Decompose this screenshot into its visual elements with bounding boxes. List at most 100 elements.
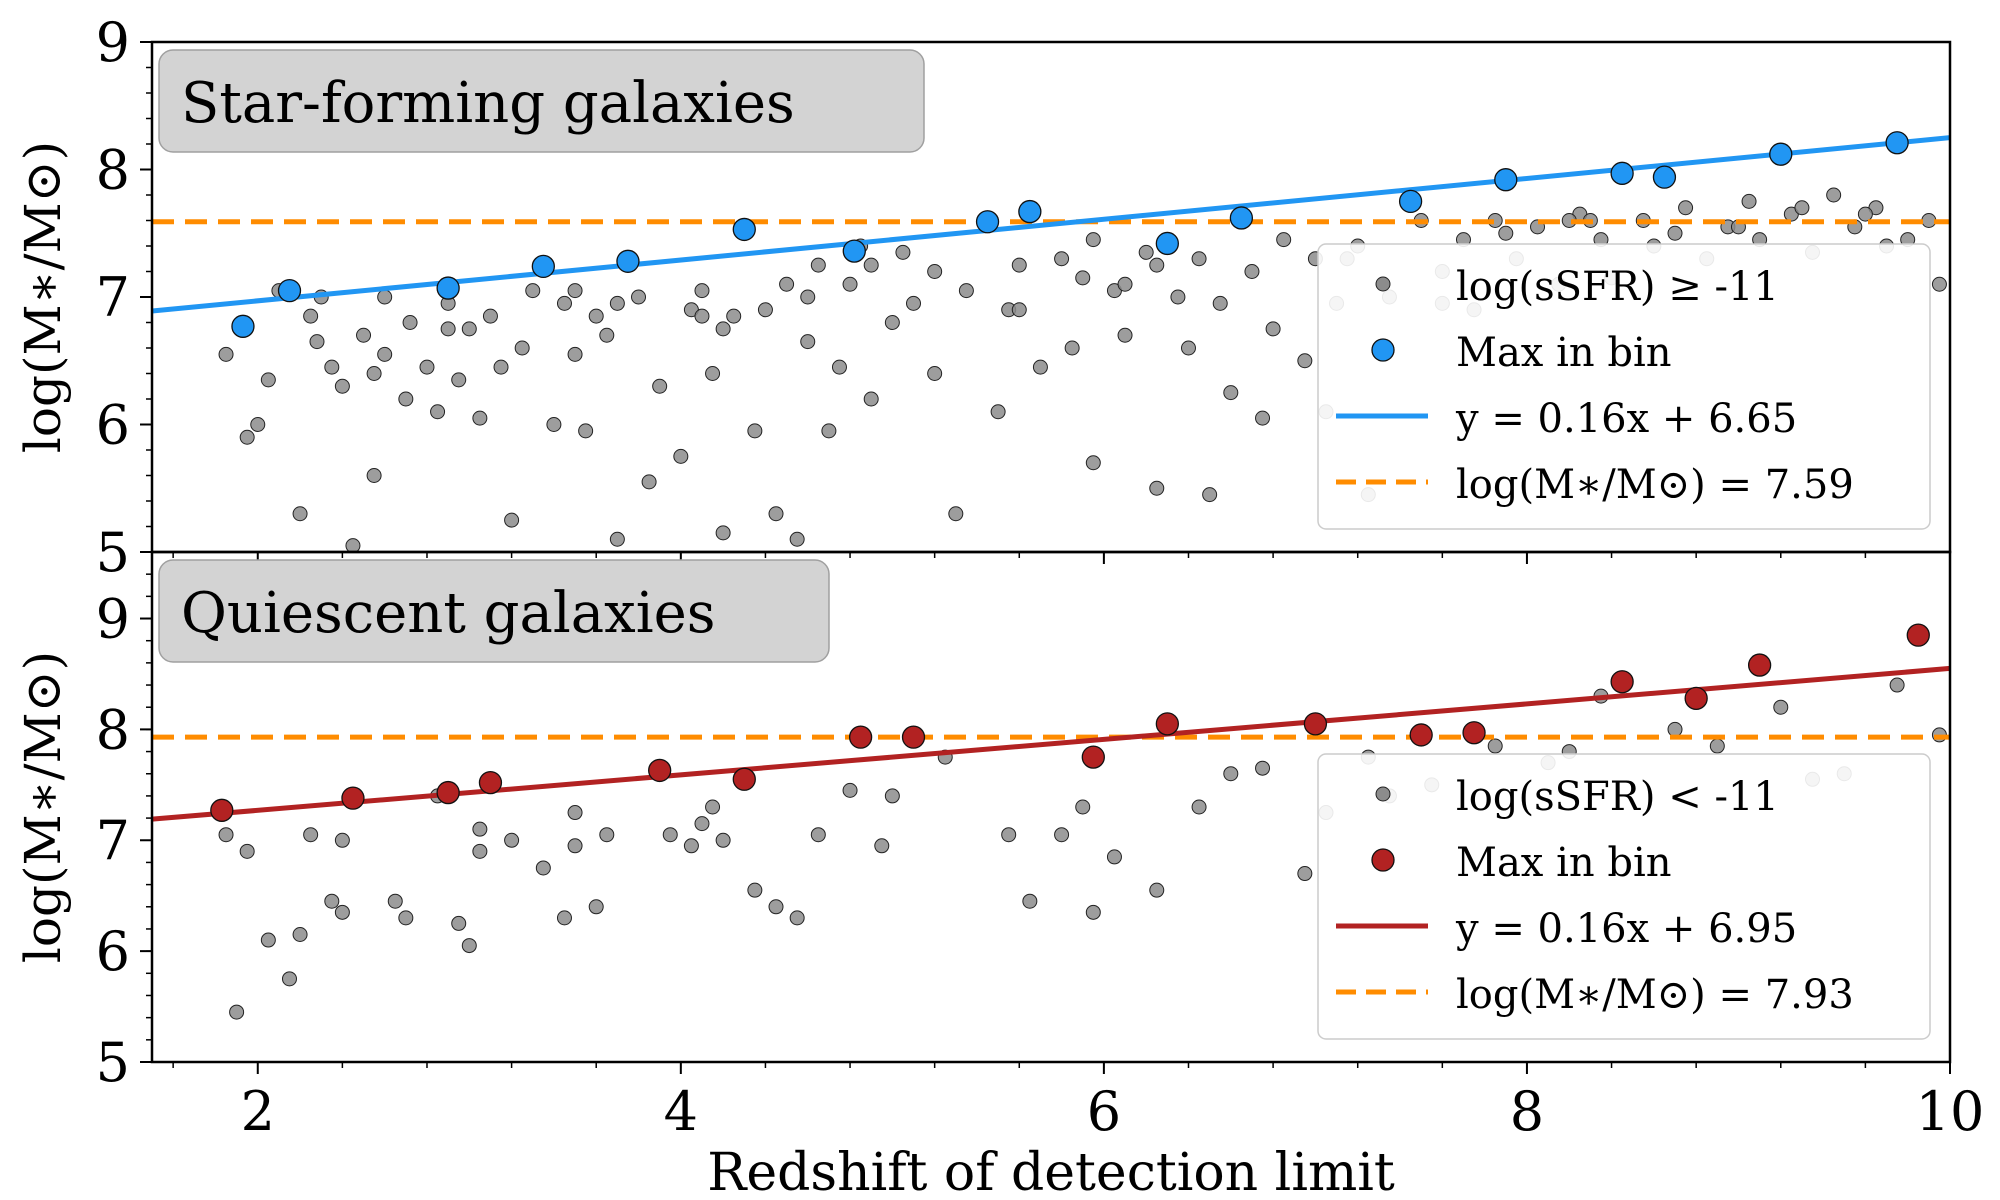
y-tick-label: 7 (96, 809, 130, 872)
scatter-point (472, 410, 488, 426)
x-tick-label: 6 (1087, 1080, 1121, 1143)
y-tick-label: 5 (96, 1031, 130, 1094)
max-point (1081, 745, 1105, 769)
scatter-point (842, 782, 858, 798)
legend-box (1317, 243, 1931, 530)
scatter-point (419, 359, 435, 375)
scatter-point (1149, 480, 1165, 496)
max-point (1747, 653, 1772, 677)
y-axis-label: log(M∗/M⊙) (14, 651, 72, 963)
scatter-point (1889, 677, 1905, 693)
legend-label: Max in bin (1456, 840, 1672, 886)
star-forming-panel: 5 6 7 8 9 log(M∗/M⊙) Star-forming galaxies log(… (14, 11, 1952, 584)
scatter-point (1085, 232, 1101, 248)
scatter-point (1001, 827, 1017, 843)
scatter-point (842, 276, 858, 292)
title-box (158, 49, 925, 153)
scatter-point (472, 821, 488, 837)
scatter-point (927, 366, 943, 381)
max-point (1018, 199, 1042, 224)
legend-scatter-marker (1375, 786, 1391, 802)
scatter-point (356, 327, 372, 343)
scatter-point (683, 838, 699, 854)
scatter-point (1180, 340, 1196, 356)
max-point (1906, 623, 1930, 647)
max-point (231, 314, 255, 338)
scatter-point (715, 321, 731, 337)
scatter-point (1297, 866, 1313, 882)
y-tick-label: 6 (96, 394, 130, 457)
max-point (1398, 189, 1423, 214)
scatter-point (768, 506, 784, 522)
scatter-point (292, 506, 308, 522)
max-point (732, 217, 756, 242)
max-point (648, 758, 672, 783)
max-point (842, 239, 866, 263)
legend-max-marker (1371, 848, 1395, 872)
scatter-point (588, 899, 604, 915)
scatter-point (1149, 882, 1165, 898)
scatter-point (1054, 827, 1070, 843)
legend-scatter-marker (1375, 276, 1391, 292)
scatter-point (990, 404, 1006, 420)
scatter-point (1106, 849, 1122, 865)
scatter-point (229, 1004, 245, 1020)
x-tick-label: 2 (241, 1080, 275, 1143)
x-tick-label: 10 (1916, 1080, 1985, 1143)
scatter-point (451, 915, 467, 931)
scatter-point (461, 938, 477, 954)
scatter-point (218, 346, 234, 362)
scatter-point (1064, 340, 1080, 356)
max-point (1303, 712, 1328, 736)
scatter-point (1223, 385, 1239, 401)
scatter-point (472, 843, 488, 859)
scatter-point (831, 359, 847, 375)
scatter-point (609, 295, 625, 311)
max-point (1610, 161, 1634, 185)
scatter-point (1085, 904, 1101, 920)
scatter-point (239, 843, 255, 859)
max-point (1494, 168, 1518, 192)
scatter-point (705, 366, 721, 381)
scatter-point (525, 283, 541, 299)
scatter-point (334, 904, 350, 920)
scatter-point (1244, 264, 1260, 279)
scatter-point (387, 893, 403, 909)
max-point (341, 786, 365, 810)
max-point (975, 210, 1000, 234)
scatter-point (451, 372, 467, 388)
panel-title: Quiescent galaxies (181, 581, 716, 646)
scatter-point (1011, 302, 1027, 318)
scatter-point (556, 295, 572, 311)
scatter-point (1667, 721, 1683, 737)
scatter-point (1297, 353, 1313, 369)
scatter-point (884, 788, 900, 804)
max-point (1409, 723, 1433, 747)
scatter-point (535, 860, 551, 876)
scatter-point (567, 838, 583, 854)
scatter-point (641, 474, 657, 490)
scatter-point (567, 283, 583, 299)
x-tick-label: 4 (664, 1080, 698, 1143)
scatter-point (567, 346, 583, 362)
legend-label: y = 0.16x + 6.95 (1455, 906, 1797, 952)
y-tick-label: 8 (96, 698, 130, 761)
max-point (732, 767, 756, 791)
scatter-point (810, 827, 826, 843)
y-tick-label: 6 (96, 920, 130, 983)
scatter-point (958, 283, 974, 299)
scatter-point (1498, 225, 1514, 241)
scatter-point (461, 321, 477, 337)
legend-label: log(sSFR) < -11 (1456, 774, 1779, 820)
scatter-point (260, 372, 276, 388)
scatter-point (1921, 213, 1937, 228)
scatter-point (546, 417, 562, 432)
x-axis-label: Redshift of detection limit (707, 1143, 1395, 1200)
max-point (901, 725, 926, 749)
scatter-point (715, 832, 731, 848)
scatter-point (789, 531, 805, 547)
scatter-point (1011, 257, 1027, 273)
max-point (436, 780, 460, 805)
scatter-point (609, 531, 625, 547)
